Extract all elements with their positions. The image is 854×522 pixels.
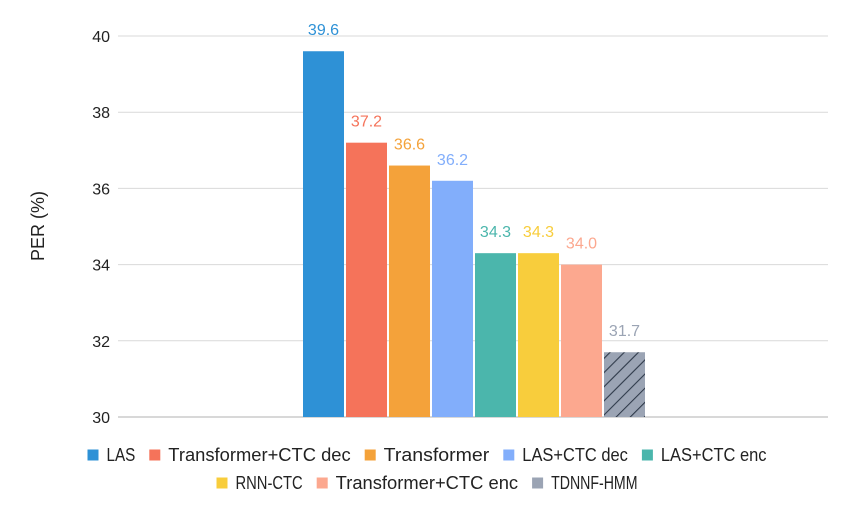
data-label: 34.0: [566, 236, 597, 253]
bar-transformer-ctc-dec: [346, 142, 387, 417]
legend-label: Transformer+CTC enc: [336, 473, 518, 493]
y-tick-label: 32: [92, 334, 110, 351]
data-label: 36.2: [437, 152, 468, 169]
legend-swatch: [149, 449, 161, 461]
legend-swatch: [87, 449, 99, 461]
legend-label: Transformer+CTC dec: [168, 445, 350, 465]
legend-swatch: [503, 449, 515, 461]
bar-transformer: [389, 165, 430, 417]
data-label: 39.6: [308, 22, 339, 39]
bar-tdnnf-hmm: [604, 352, 645, 417]
y-tick-label: 36: [92, 181, 110, 198]
legend-label: LAS: [107, 445, 136, 465]
legend-item: LAS+CTC enc: [641, 445, 767, 465]
legend-label: TDNNF-HMM: [551, 473, 637, 493]
legend-item: Transformer: [364, 445, 490, 465]
bar-las: [303, 51, 344, 418]
y-axis-ticks: 30 32 34 36 38 40: [92, 29, 110, 427]
y-axis-label: PER (%): [28, 191, 48, 261]
legend-item: LAS: [87, 445, 136, 465]
legend-swatch: [641, 449, 653, 461]
legend-item: TDNNF-HMM: [532, 473, 638, 493]
data-label: 36.6: [394, 137, 425, 154]
legend-label: Transformer: [384, 445, 490, 465]
legend-item: LAS+CTC dec: [503, 445, 628, 465]
legend-item: RNN-CTC: [216, 473, 303, 493]
y-tick-label: 40: [92, 29, 110, 46]
y-tick-label: 38: [92, 105, 110, 122]
data-label: 34.3: [523, 224, 554, 241]
legend-swatch: [216, 477, 228, 489]
legend-item: Transformer+CTC enc: [316, 473, 518, 493]
bar-transformer-ctc-enc: [561, 264, 602, 417]
legend-label: RNN-CTC: [236, 473, 303, 493]
y-tick-label: 34: [92, 258, 110, 275]
legend-label: LAS+CTC enc: [661, 445, 767, 465]
data-label: 34.3: [480, 224, 511, 241]
data-label: 31.7: [609, 323, 640, 340]
legend: LAS Transformer+CTC dec Transformer LAS+CTC…: [87, 445, 767, 493]
legend-item: Transformer+CTC dec: [149, 445, 351, 465]
data-label: 37.2: [351, 114, 382, 131]
y-tick-label: 30: [92, 410, 110, 427]
bars: [303, 51, 645, 418]
legend-label: LAS+CTC dec: [522, 445, 628, 465]
bar-las-ctc-enc: [475, 253, 516, 417]
legend-swatch: [532, 477, 544, 489]
data-labels: 39.6 37.2 36.6 36.2 34.3 34.3 34.0 31.7: [308, 22, 640, 340]
bar-las-ctc-dec: [432, 180, 473, 417]
legend-swatch: [364, 449, 376, 461]
bar-rnn-ctc: [518, 253, 559, 417]
legend-swatch: [316, 477, 328, 489]
